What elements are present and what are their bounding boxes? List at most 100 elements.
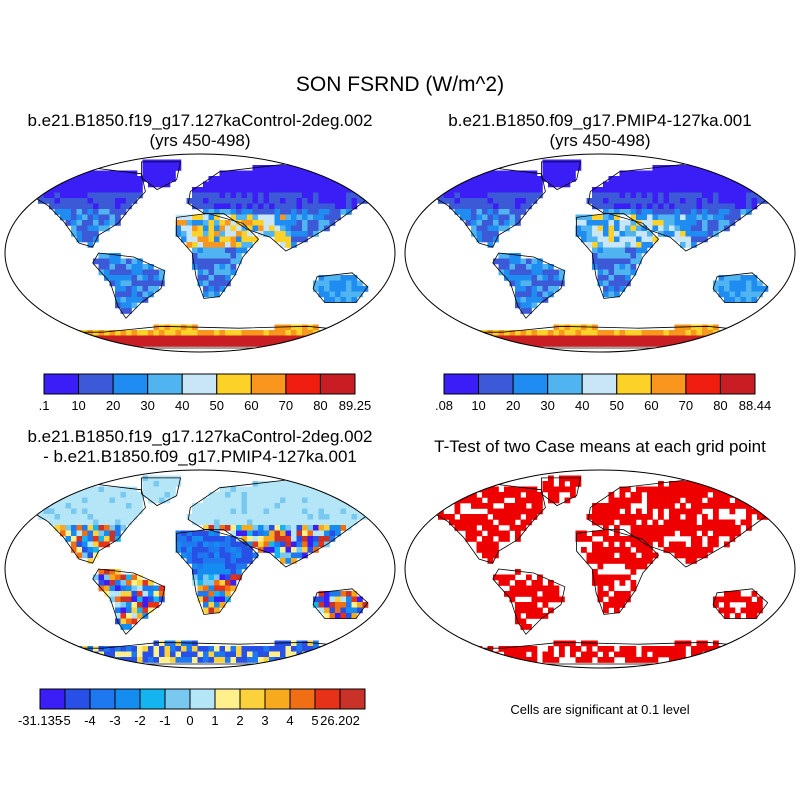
colorbar-box <box>314 688 341 710</box>
grid-cell <box>487 341 494 347</box>
grid-cell <box>241 519 248 526</box>
grid-cell <box>625 258 631 265</box>
grid-cell <box>443 176 450 182</box>
grid-cell <box>120 585 127 592</box>
grid-cell <box>225 335 231 342</box>
grid-cell <box>421 497 428 504</box>
grid-cell <box>509 280 516 287</box>
grid-cell <box>115 646 121 652</box>
grid-cell <box>608 247 615 254</box>
grid-cell <box>192 536 198 542</box>
grid-cell <box>109 503 116 509</box>
grid-cell <box>115 514 121 520</box>
grid-cell <box>548 497 554 504</box>
grid-cell <box>685 225 692 232</box>
grid-cell <box>203 558 209 564</box>
grid-cell <box>685 530 692 537</box>
grid-cell <box>696 203 703 210</box>
grid-cell <box>603 503 609 509</box>
grid-cell <box>724 275 730 281</box>
colorbar-label: -1 <box>159 713 171 728</box>
grid-cell <box>236 657 242 663</box>
grid-cell <box>307 225 314 232</box>
grid-cell <box>542 591 549 597</box>
grid-cell <box>357 602 363 608</box>
grid-cell <box>252 341 259 347</box>
grid-cell <box>603 525 609 531</box>
grid-cell <box>269 497 275 504</box>
grid-cell <box>71 657 77 663</box>
grid-cell <box>751 607 758 614</box>
grid-cell <box>608 236 615 243</box>
grid-cell <box>153 170 160 177</box>
grid-cell <box>318 607 325 614</box>
grid-cell <box>192 657 198 663</box>
grid-cell <box>498 264 505 270</box>
grid-cell <box>214 547 220 553</box>
grid-cell <box>241 225 248 232</box>
grid-cell <box>471 514 477 520</box>
grid-cell <box>537 492 543 498</box>
grid-cell <box>641 220 648 226</box>
grid-cell <box>735 291 741 298</box>
grid-cell <box>669 181 675 188</box>
grid-cell <box>71 203 77 210</box>
grid-cell <box>208 198 215 204</box>
grid-cell <box>713 198 719 204</box>
grid-cell <box>307 187 314 193</box>
grid-cell <box>674 508 681 515</box>
grid-cell <box>120 492 127 498</box>
grid-cell <box>93 514 99 520</box>
grid-cell <box>603 214 609 221</box>
grid-cell <box>285 225 292 232</box>
grid-cell <box>553 176 560 182</box>
panel1-title-line1: b.e21.B1850.f19_g17.127kaControl-2deg.00… <box>27 111 373 130</box>
grid-cell <box>98 508 105 515</box>
grid-cell <box>60 330 66 336</box>
grid-cell <box>762 187 769 193</box>
grid-cell <box>192 203 198 210</box>
grid-cell <box>630 646 637 652</box>
grid-cell <box>465 214 472 221</box>
grid-cell <box>768 187 774 193</box>
grid-cell <box>504 514 510 520</box>
grid-cell <box>71 514 77 520</box>
grid-cell <box>324 503 330 509</box>
grid-cell <box>285 203 292 210</box>
grid-cell <box>487 236 494 243</box>
grid-cell <box>487 192 494 199</box>
grid-cell <box>71 519 77 526</box>
grid-cell <box>647 525 653 531</box>
grid-cell <box>120 302 127 309</box>
grid-cell <box>82 492 88 498</box>
grid-cell <box>82 181 88 188</box>
grid-cell <box>258 176 264 182</box>
grid-cell <box>735 286 741 292</box>
grid-cell <box>746 170 752 177</box>
grid-cell <box>537 192 543 199</box>
grid-cell <box>368 497 374 504</box>
grid-cell <box>230 187 237 193</box>
grid-cell <box>346 192 352 199</box>
grid-cell <box>131 585 138 592</box>
grid-cell <box>109 275 116 281</box>
grid-cell <box>252 176 259 182</box>
grid-cell <box>614 247 620 254</box>
grid-cell <box>603 275 609 281</box>
grid-cell <box>340 203 347 210</box>
grid-cell <box>38 176 44 182</box>
grid-cell <box>762 497 769 504</box>
grid-cell <box>219 503 226 509</box>
grid-cell <box>460 170 466 177</box>
grid-cell <box>746 519 752 526</box>
grid-cell <box>460 176 466 182</box>
grid-cell <box>674 651 681 658</box>
grid-cell <box>137 280 143 287</box>
grid-cell <box>329 591 336 597</box>
grid-cell <box>685 236 692 243</box>
grid-cell <box>208 209 215 215</box>
grid-cell <box>658 341 664 347</box>
grid-cell <box>274 192 281 199</box>
grid-cell <box>669 651 675 658</box>
grid-cell <box>553 596 560 603</box>
